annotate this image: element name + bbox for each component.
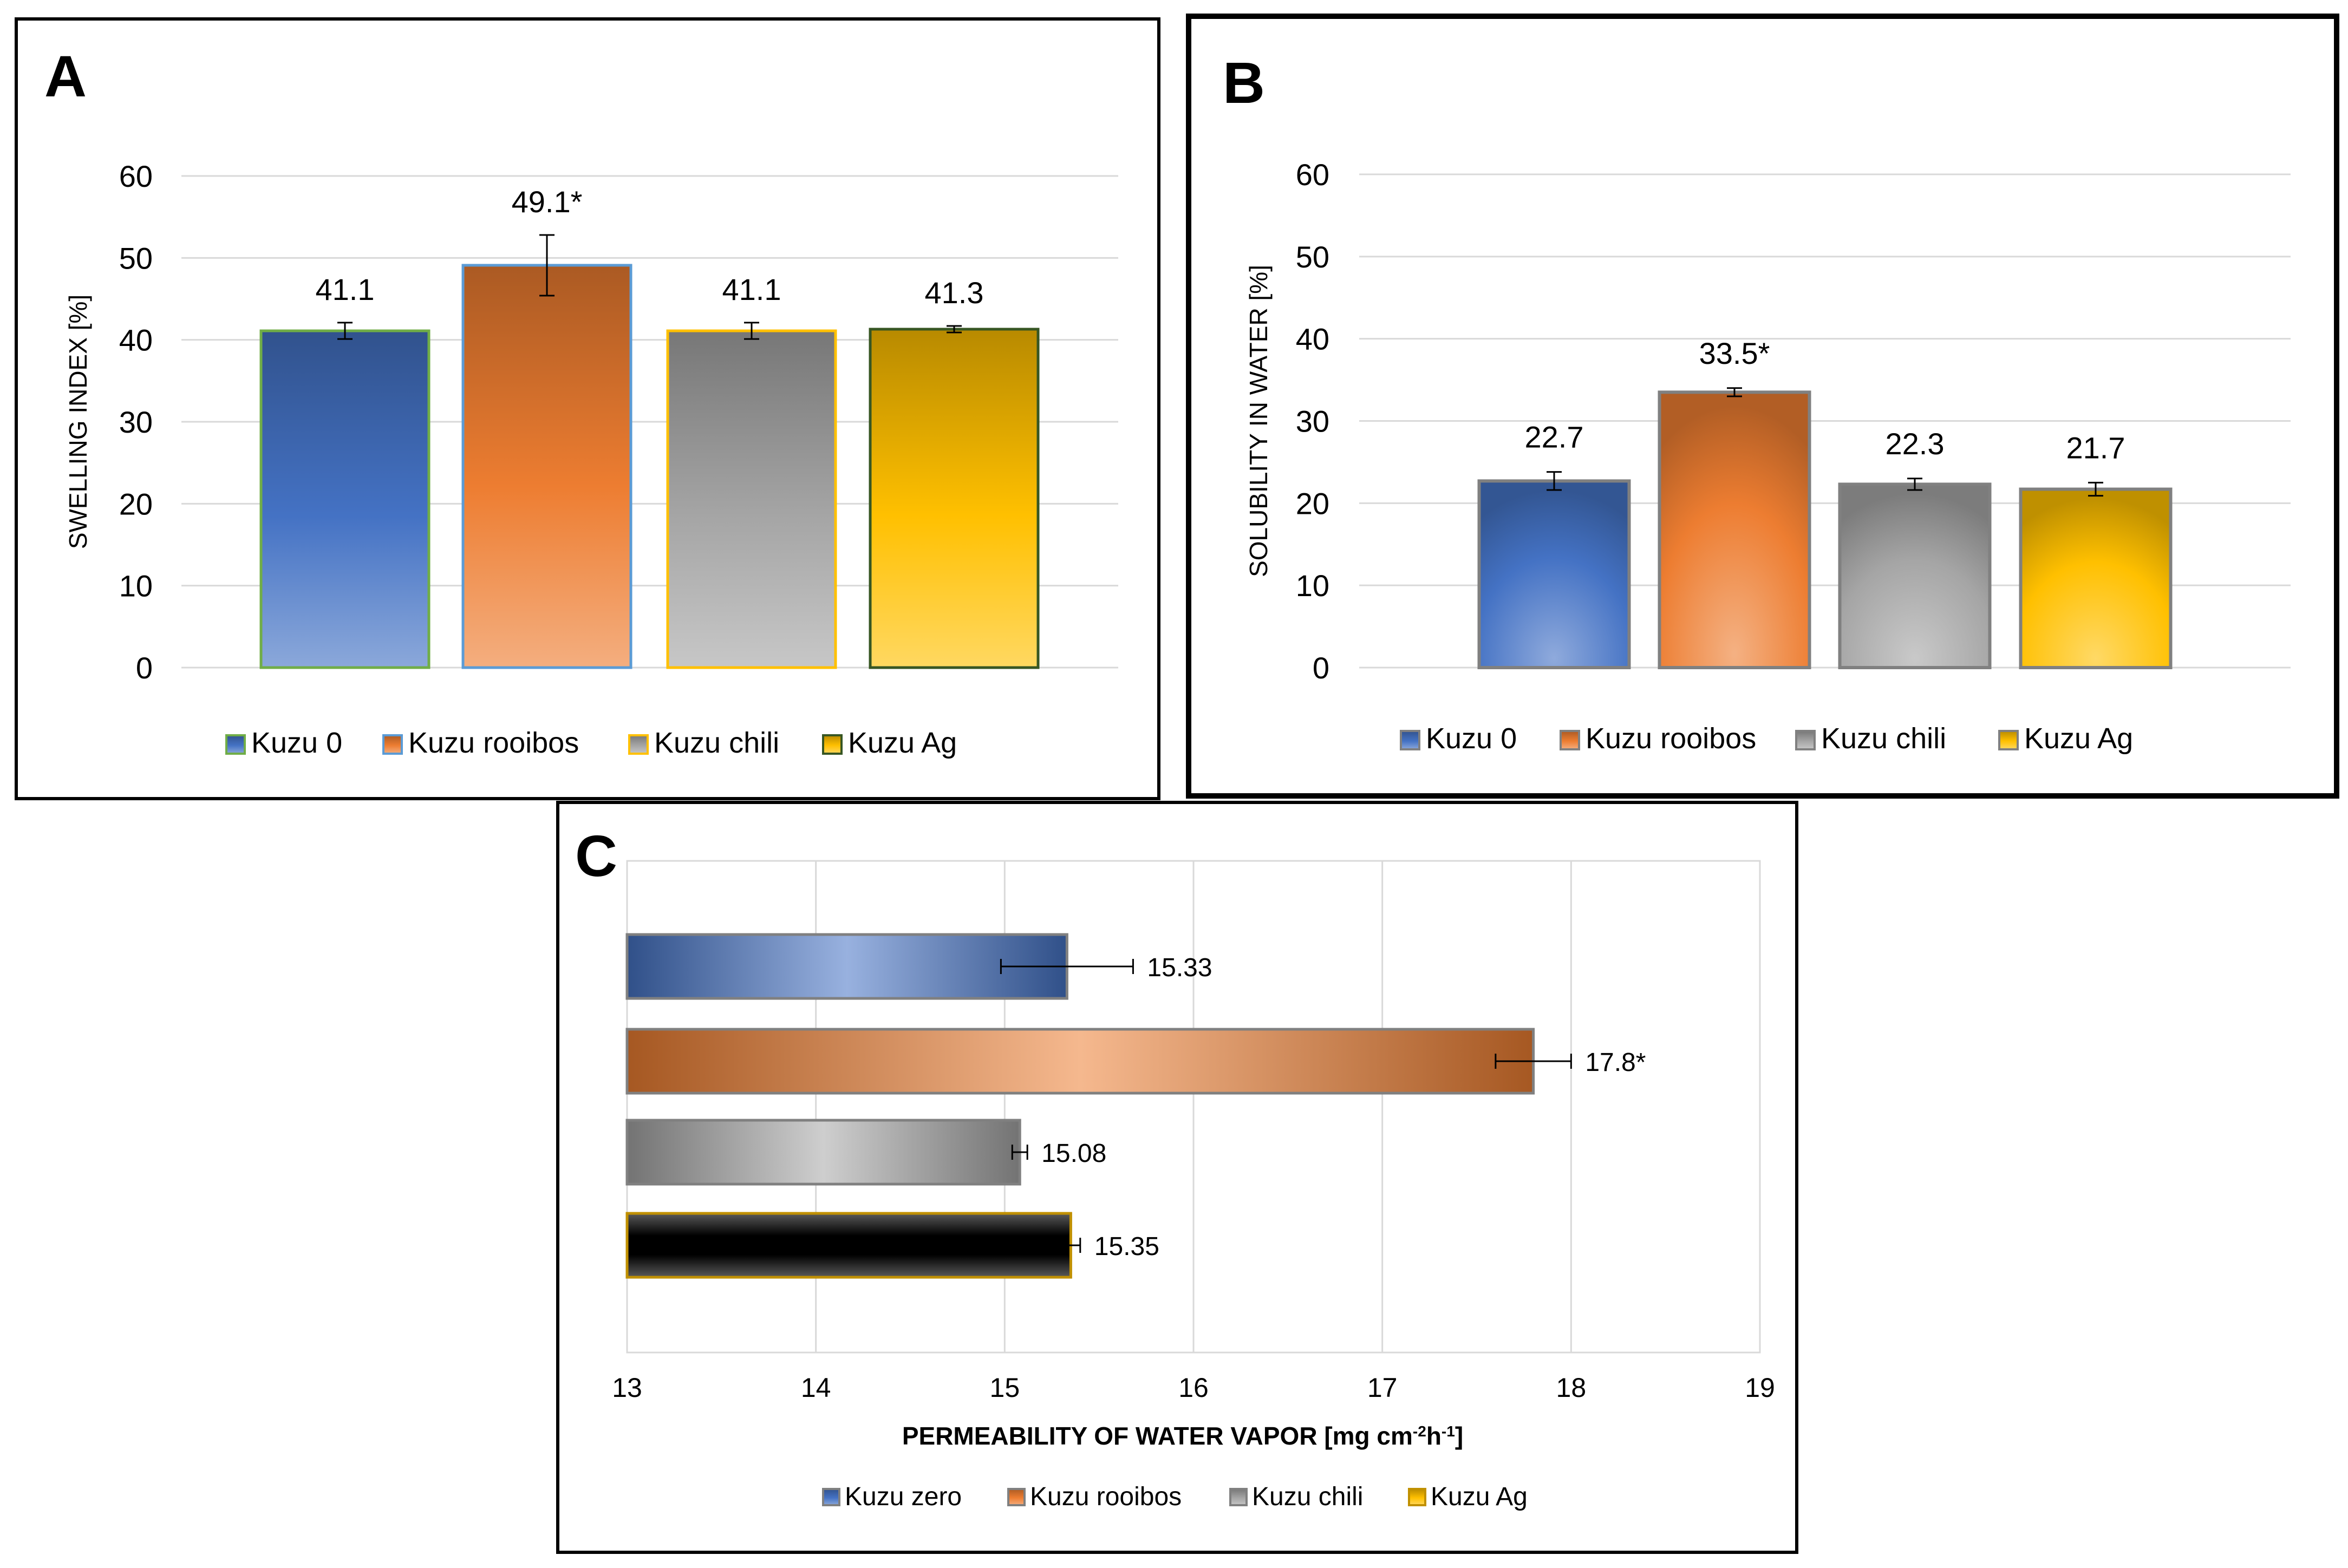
legend-label: Kuzu chili bbox=[1252, 1482, 1363, 1511]
legend-label: Kuzu Ag bbox=[1431, 1482, 1528, 1511]
bar-kuzu-rooibos bbox=[461, 264, 632, 669]
error-bar bbox=[947, 325, 962, 334]
x-tick-label: 15 bbox=[990, 1373, 1020, 1403]
data-label: 17.8* bbox=[1585, 1048, 1646, 1077]
y-axis-title: SOLUBILITY IN WATER [%] bbox=[1244, 265, 1273, 577]
y-tick-label: 10 bbox=[1296, 569, 1329, 603]
bar-kuzu-rooibos bbox=[625, 1028, 1535, 1095]
error-bar bbox=[1907, 478, 1922, 491]
y-tick-label: 30 bbox=[119, 405, 153, 439]
legend-label: Kuzu 0 bbox=[1426, 722, 1517, 755]
legend-swatch bbox=[1408, 1488, 1426, 1506]
y-tick-label: 30 bbox=[1296, 404, 1329, 439]
legend-swatch bbox=[1007, 1488, 1026, 1506]
y-tick-label: 40 bbox=[119, 323, 153, 357]
y-tick-label: 60 bbox=[119, 159, 153, 193]
legend-label: Kuzu chili bbox=[654, 727, 779, 759]
error-bar bbox=[1495, 1054, 1572, 1069]
legend-swatch bbox=[822, 1488, 840, 1506]
x-tick-label: 14 bbox=[801, 1373, 831, 1403]
y-tick-label: 50 bbox=[1296, 240, 1329, 274]
panel-a-letter: A bbox=[44, 43, 87, 109]
bar-kuzu-chili bbox=[1838, 482, 1992, 670]
bar-kuzu-ag bbox=[2019, 487, 2173, 669]
error-bar bbox=[1727, 387, 1742, 397]
y-tick-label: 20 bbox=[1296, 486, 1329, 520]
y-tick-label: 0 bbox=[136, 651, 153, 685]
legend-label: Kuzu zero bbox=[845, 1482, 962, 1511]
error-bar bbox=[1011, 1145, 1028, 1160]
y-tick-label: 20 bbox=[119, 487, 153, 521]
chart-b: 0 10 20 30 40 50 60 SOLUBILITY IN WATER [%] 22.7… bbox=[1244, 158, 2291, 755]
panel-c-letter: C bbox=[575, 823, 617, 888]
legend-swatch bbox=[1560, 730, 1580, 750]
legend-label: Kuzu chili bbox=[1821, 722, 1946, 755]
x-tick-label: 17 bbox=[1367, 1373, 1398, 1403]
legend-label: Kuzu Ag bbox=[2024, 722, 2133, 755]
legend-swatch bbox=[1795, 730, 1816, 750]
panel-b-letter: B bbox=[1223, 50, 1265, 115]
error-bar bbox=[1547, 471, 1562, 491]
x-tick-label: 19 bbox=[1745, 1373, 1775, 1403]
bar-kuzu-zero bbox=[625, 933, 1068, 1000]
y-tick-label: 0 bbox=[1313, 651, 1329, 685]
legend-label: Kuzu rooibos bbox=[408, 727, 579, 759]
y-tick-label: 10 bbox=[119, 569, 153, 603]
x-axis-title: PERMEABILITY OF WATER VAPOR [mg cm-2h-1] bbox=[902, 1422, 1463, 1450]
data-label: 33.5* bbox=[1699, 336, 1770, 370]
legend-label: Kuzu rooibos bbox=[1030, 1482, 1182, 1511]
legend-swatch bbox=[822, 734, 843, 755]
legend-label: Kuzu 0 bbox=[251, 727, 342, 759]
error-bar bbox=[1000, 959, 1134, 974]
data-label: 15.33 bbox=[1147, 953, 1212, 982]
bar-kuzu-chili bbox=[666, 329, 837, 669]
legend-swatch bbox=[225, 734, 246, 755]
y-axis-title: SWELLING INDEX [%] bbox=[64, 295, 92, 549]
error-bar bbox=[1060, 1238, 1081, 1253]
error-bar bbox=[744, 322, 759, 340]
data-label: 15.08 bbox=[1041, 1139, 1106, 1168]
bar-kuzu-ag bbox=[869, 328, 1040, 669]
data-label: 41.1 bbox=[722, 272, 781, 306]
chart-c: 13 14 15 16 17 18 19 15.33 17.8* 15.08 15.35 PERMEA… bbox=[612, 860, 1775, 1511]
chart-a: 0 10 20 30 40 50 60 SWELLING INDEX [%] 41.1 49.1*… bbox=[64, 159, 1118, 759]
data-label: 21.7 bbox=[2066, 430, 2125, 465]
x-tick-label: 13 bbox=[612, 1373, 642, 1403]
legend-swatch bbox=[628, 734, 649, 755]
data-label: 15.35 bbox=[1094, 1232, 1159, 1261]
data-label: 41.3 bbox=[925, 276, 984, 310]
legend-swatch bbox=[1998, 730, 2019, 750]
data-label: 41.1 bbox=[316, 272, 375, 306]
y-tick-label: 50 bbox=[119, 241, 153, 275]
y-tick-label: 40 bbox=[1296, 322, 1329, 356]
bar-kuzu-ag bbox=[625, 1212, 1072, 1279]
data-label: 22.7 bbox=[1525, 420, 1584, 454]
legend-swatch bbox=[382, 734, 403, 755]
bar-kuzu-0 bbox=[1477, 479, 1631, 669]
x-tick-label: 18 bbox=[1556, 1373, 1587, 1403]
legend-swatch bbox=[1229, 1488, 1248, 1506]
error-bar bbox=[2088, 481, 2103, 497]
data-label: 22.3 bbox=[1886, 427, 1945, 461]
bar-kuzu-0 bbox=[259, 329, 431, 669]
bar-kuzu-chili bbox=[625, 1119, 1021, 1186]
legend-swatch bbox=[1400, 730, 1420, 750]
data-label: 49.1* bbox=[512, 185, 583, 219]
x-tick-label: 16 bbox=[1178, 1373, 1209, 1403]
error-bar bbox=[539, 234, 555, 297]
bar-kuzu-rooibos bbox=[1658, 390, 1811, 669]
legend-label: Kuzu Ag bbox=[848, 727, 957, 759]
error-bar bbox=[337, 322, 353, 340]
y-tick-label: 60 bbox=[1296, 158, 1329, 192]
legend-label: Kuzu rooibos bbox=[1586, 722, 1756, 755]
